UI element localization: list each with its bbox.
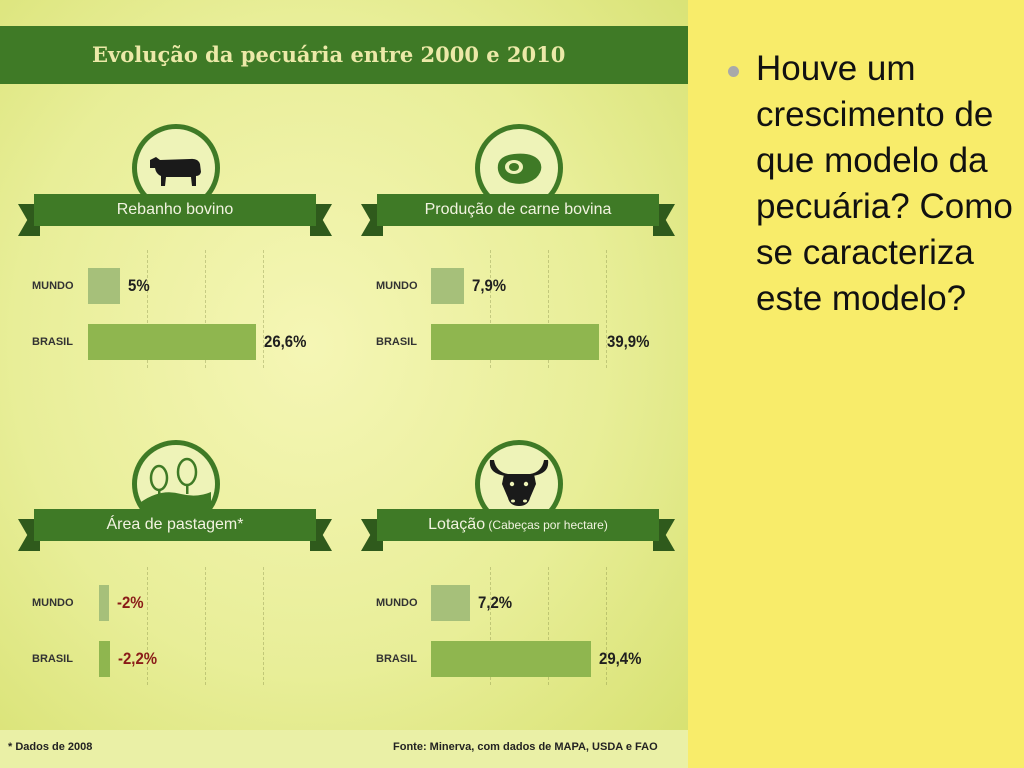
- data-label: 7,9%: [472, 276, 507, 295]
- data-label: 7,2%: [478, 593, 513, 612]
- bar-brasil: [431, 641, 591, 677]
- grid-line: [548, 567, 550, 685]
- bar-mundo: [431, 585, 471, 621]
- chart-title: Área de pastagem*: [106, 516, 244, 533]
- bar-mundo: [88, 268, 120, 304]
- grid-line: [490, 567, 492, 685]
- bar-brasil: [99, 641, 110, 677]
- bar-mundo: [99, 585, 109, 621]
- grid-line: [548, 250, 550, 368]
- chart-title: Produção de carne bovina: [424, 201, 612, 218]
- data-label: 26,6%: [264, 332, 307, 351]
- footnote: * Dados de 2008: [8, 741, 93, 753]
- bullet-text: Houve um crescimento de que modelo da pe…: [756, 49, 1013, 318]
- row-label: BRASIL: [376, 336, 417, 348]
- grid-line: [606, 567, 608, 685]
- infographic-title: Evolução da pecuária entre 2000 e 2010: [92, 42, 566, 67]
- data-label: -2%: [117, 593, 144, 612]
- grid-line: [606, 250, 608, 368]
- grid-line: [147, 250, 149, 368]
- cow-icon: [146, 148, 206, 188]
- chart-subtitle: (Cabeças por hectare): [485, 518, 608, 532]
- bullet-dot-icon: [728, 66, 739, 77]
- grid-line: [205, 250, 207, 368]
- title-bar: [0, 26, 688, 84]
- meat-icon: [492, 148, 546, 188]
- chart-title-ribbon: Lotação (Cabeças por hectare): [377, 509, 659, 541]
- infographic: Evolução da pecuária entre 2000 e 2010 R…: [0, 0, 688, 768]
- row-label: MUNDO: [376, 597, 418, 609]
- data-label: 5%: [127, 276, 150, 295]
- grid-line: [263, 567, 265, 685]
- grid-line: [147, 567, 149, 685]
- grid-line: [205, 567, 207, 685]
- chart-title-ribbon: Produção de carne bovina: [377, 194, 659, 226]
- chart-title: Rebanho bovino: [116, 201, 234, 218]
- footer-bar: [0, 730, 688, 768]
- data-label: -2,2%: [118, 649, 158, 668]
- row-label: BRASIL: [32, 653, 73, 665]
- row-label: MUNDO: [376, 280, 418, 292]
- row-label: BRASIL: [32, 336, 73, 348]
- trees-icon: [141, 456, 211, 512]
- row-label: MUNDO: [32, 280, 74, 292]
- grid-line: [490, 250, 492, 368]
- grid-line: [263, 250, 265, 368]
- data-label: 29,4%: [598, 649, 642, 668]
- bar-brasil: [88, 324, 257, 360]
- bar-mundo: [431, 268, 465, 304]
- bull-head-icon: [484, 454, 554, 514]
- data-label: 39,9%: [607, 332, 650, 351]
- row-label: BRASIL: [376, 653, 417, 665]
- bar-brasil: [431, 324, 600, 360]
- row-label: MUNDO: [32, 597, 74, 609]
- chart-title-ribbon: Área de pastagem*: [34, 509, 316, 541]
- chart-title-ribbon: Rebanho bovino: [34, 194, 316, 226]
- source-note: Fonte: Minerva, com dados de MAPA, USDA …: [393, 741, 658, 753]
- chart-title: Lotação: [428, 516, 486, 533]
